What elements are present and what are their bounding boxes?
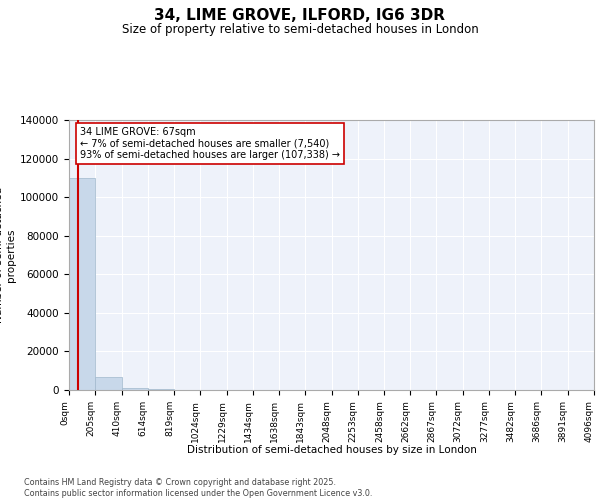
Text: 34 LIME GROVE: 67sqm
← 7% of semi-detached houses are smaller (7,540)
93% of sem: 34 LIME GROVE: 67sqm ← 7% of semi-detach… (80, 126, 340, 160)
Bar (69, 178, 95, 390)
Y-axis label: Number of semi-detached
properties: Number of semi-detached properties (0, 187, 16, 323)
Text: 34, LIME GROVE, ILFORD, IG6 3DR: 34, LIME GROVE, ILFORD, IG6 3DR (155, 8, 445, 22)
Bar (95, 376, 122, 390)
Bar (122, 388, 148, 390)
Text: Contains HM Land Registry data © Crown copyright and database right 2025.
Contai: Contains HM Land Registry data © Crown c… (24, 478, 373, 498)
Text: Size of property relative to semi-detached houses in London: Size of property relative to semi-detach… (122, 22, 478, 36)
X-axis label: Distribution of semi-detached houses by size in London: Distribution of semi-detached houses by … (187, 444, 476, 454)
